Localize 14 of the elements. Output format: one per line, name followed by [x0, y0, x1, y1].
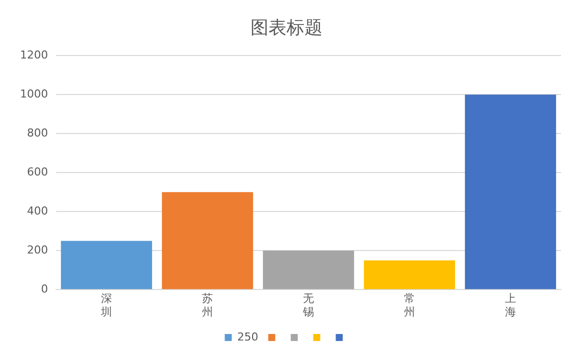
x-tick-label: 上海: [505, 292, 516, 318]
y-tick-label: 1200: [20, 48, 48, 62]
y-tick-label: 600: [26, 165, 48, 178]
y-tick-label: 800: [26, 126, 48, 140]
x-tick-label: 无锡: [302, 292, 314, 318]
y-tick-label: 1000: [20, 87, 48, 100]
x-tick-label: 常州: [404, 292, 415, 318]
legend-label: 250: [237, 330, 258, 344]
y-tick-label: 0: [40, 282, 48, 296]
y-tick-label: 400: [26, 204, 48, 218]
chart-title: 图表标题: [250, 17, 322, 38]
x-tick-label: 苏州: [202, 292, 213, 318]
y-tick-label: 200: [26, 243, 48, 256]
x-tick-label: 深圳: [100, 292, 112, 318]
